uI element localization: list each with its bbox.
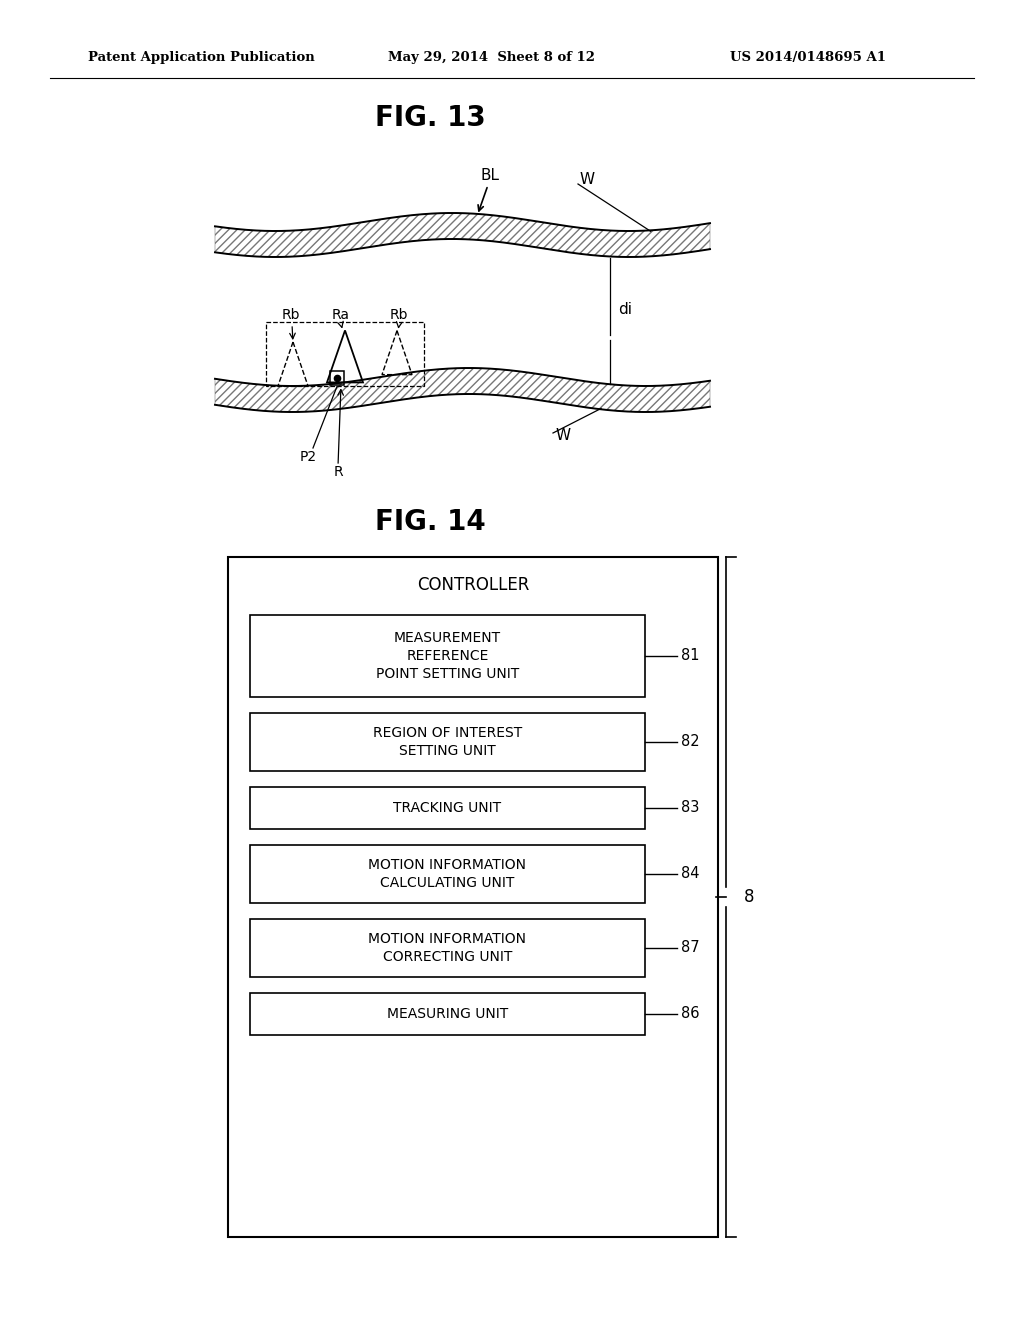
Text: Rb: Rb xyxy=(282,308,300,322)
Bar xyxy=(330,371,344,385)
Bar xyxy=(250,919,645,977)
Text: Patent Application Publication: Patent Application Publication xyxy=(88,51,314,65)
Text: 82: 82 xyxy=(681,734,699,750)
Text: W: W xyxy=(580,173,595,187)
Bar xyxy=(250,993,645,1035)
Bar xyxy=(250,787,645,829)
Polygon shape xyxy=(215,213,710,257)
Text: MEASURING UNIT: MEASURING UNIT xyxy=(387,1007,508,1020)
Text: TRACKING UNIT: TRACKING UNIT xyxy=(393,801,502,814)
Text: 84: 84 xyxy=(681,866,699,882)
Text: 81: 81 xyxy=(681,648,699,664)
Bar xyxy=(250,615,645,697)
Text: 86: 86 xyxy=(681,1006,699,1022)
Text: di: di xyxy=(618,302,632,318)
Polygon shape xyxy=(215,368,710,412)
Text: W: W xyxy=(555,428,570,442)
Bar xyxy=(250,713,645,771)
Text: CONTROLLER: CONTROLLER xyxy=(417,576,529,594)
Text: 83: 83 xyxy=(681,800,699,816)
Text: 8: 8 xyxy=(744,888,755,906)
Text: FIG. 14: FIG. 14 xyxy=(375,508,485,536)
Text: MOTION INFORMATION
CORRECTING UNIT: MOTION INFORMATION CORRECTING UNIT xyxy=(369,932,526,964)
Text: 87: 87 xyxy=(681,940,699,956)
Text: MOTION INFORMATION
CALCULATING UNIT: MOTION INFORMATION CALCULATING UNIT xyxy=(369,858,526,890)
Bar xyxy=(228,557,718,1237)
Text: P2: P2 xyxy=(299,450,316,465)
Text: US 2014/0148695 A1: US 2014/0148695 A1 xyxy=(730,51,886,65)
Text: May 29, 2014  Sheet 8 of 12: May 29, 2014 Sheet 8 of 12 xyxy=(388,51,595,65)
Bar xyxy=(266,322,424,387)
Text: R: R xyxy=(333,465,343,479)
Text: REGION OF INTEREST
SETTING UNIT: REGION OF INTEREST SETTING UNIT xyxy=(373,726,522,758)
Text: Rb: Rb xyxy=(390,308,409,322)
Text: MEASUREMENT
REFERENCE
POINT SETTING UNIT: MEASUREMENT REFERENCE POINT SETTING UNIT xyxy=(376,631,519,681)
Text: Ra: Ra xyxy=(332,308,350,322)
Text: BL: BL xyxy=(480,168,500,182)
Text: FIG. 13: FIG. 13 xyxy=(375,104,485,132)
Bar xyxy=(250,845,645,903)
